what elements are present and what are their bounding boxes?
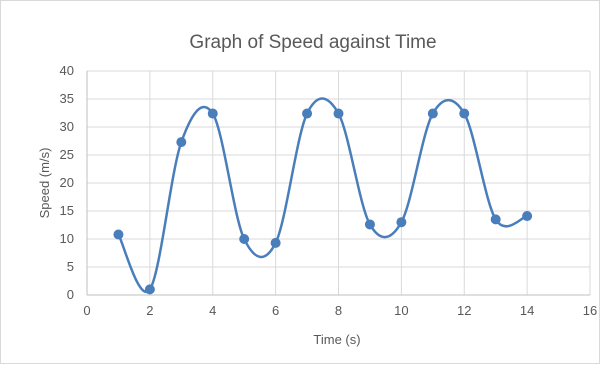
data-point <box>207 108 218 119</box>
data-point <box>522 211 533 222</box>
data-point <box>459 108 470 119</box>
axis-layer <box>86 71 590 296</box>
y-tick-label: 40 <box>60 63 74 78</box>
x-tick-label: 14 <box>520 303 534 318</box>
y-tick-label: 30 <box>60 119 74 134</box>
x-tick-label: 2 <box>146 303 153 318</box>
data-point <box>396 217 407 228</box>
grid-layer <box>87 70 591 295</box>
data-point <box>239 234 250 244</box>
chart-title: Graph of Speed against Time <box>189 32 436 53</box>
data-point <box>490 214 501 225</box>
data-point <box>270 237 281 248</box>
y-tick-label: 25 <box>60 147 74 162</box>
x-tick-label: 6 <box>272 303 279 318</box>
series-layer <box>113 97 533 295</box>
y-axis-label: Speed (m/s) <box>37 148 52 219</box>
x-tick-label: 0 <box>83 303 90 318</box>
tick-labels: 0 5 10 15 20 25 30 35 40 0 2 4 6 8 10 12 14 16 <box>60 63 598 318</box>
x-tick-label: 12 <box>457 303 471 318</box>
y-tick-label: 10 <box>60 231 74 246</box>
data-point <box>427 108 438 119</box>
x-tick-label: 8 <box>335 303 342 318</box>
y-tick-label: 20 <box>60 175 74 190</box>
y-tick-label: 5 <box>67 259 74 274</box>
x-tick-label: 4 <box>209 303 216 318</box>
x-axis-label: Time (s) <box>313 332 360 347</box>
data-point <box>333 108 344 119</box>
data-point <box>113 229 124 240</box>
data-point <box>176 137 187 148</box>
y-tick-label: 0 <box>67 287 74 302</box>
y-tick-label: 35 <box>60 91 74 106</box>
data-point <box>364 219 375 230</box>
x-tick-label: 10 <box>394 303 408 318</box>
series-line <box>117 97 528 294</box>
data-point <box>302 108 313 119</box>
y-tick-label: 15 <box>60 203 74 218</box>
data-point <box>144 284 155 295</box>
x-tick-label: 16 <box>583 303 597 318</box>
